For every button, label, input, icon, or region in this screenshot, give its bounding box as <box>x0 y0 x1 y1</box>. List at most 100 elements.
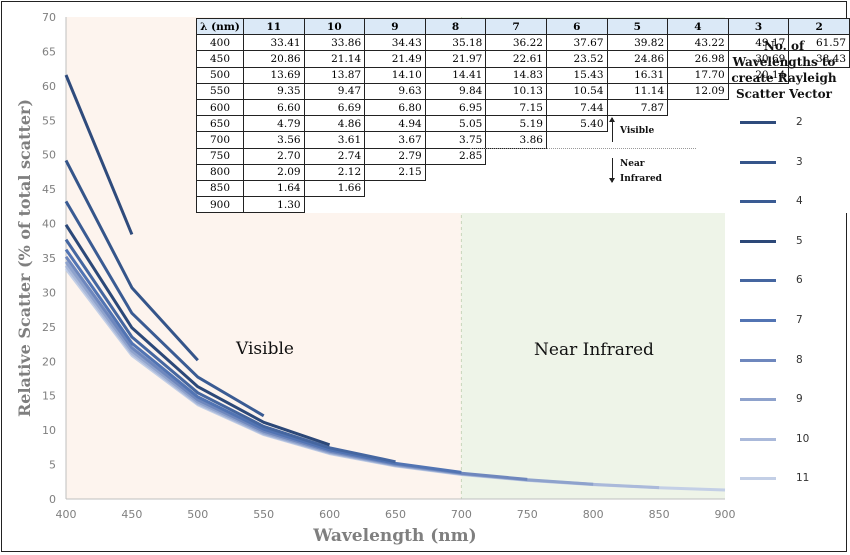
table-body: 400 33.41 33.86 34.43 35.18 36.22 37.67 39.82 43… <box>196 34 850 214</box>
table-cell-value: 1.30 <box>242 196 305 214</box>
table-cell-value: 9.47 <box>303 82 366 100</box>
table-cell-value: 10.13 <box>485 82 547 100</box>
legend-swatch <box>740 398 776 402</box>
table-cell-value: 10.54 <box>545 82 608 100</box>
table-cell-value: 3.67 <box>364 131 426 149</box>
table-cell-value: 5.40 <box>545 115 608 133</box>
legend-swatch <box>740 200 776 204</box>
table-cell-value: 21.14 <box>303 50 366 68</box>
table-cell-empty <box>546 180 607 196</box>
legend-swatch <box>740 358 776 362</box>
table-row: 550 9.35 9.47 9.63 9.84 10.13 10.54 11.14 12.09 <box>196 82 850 100</box>
series-line-6 <box>64 238 396 464</box>
legend-swatch <box>740 239 776 243</box>
table-header-count: 4 <box>667 17 729 36</box>
table-header-count: 7 <box>485 17 547 36</box>
table-cell-wavelength: 500 <box>196 66 244 84</box>
legend-item-10: 10 <box>740 433 830 447</box>
table-cell-value: 4.79 <box>242 115 305 133</box>
table-cell-value: 35.18 <box>424 34 487 52</box>
legend-swatch <box>740 477 776 481</box>
x-tick-label: 550 <box>253 508 274 521</box>
series-line-3 <box>64 159 199 362</box>
legend-item-3: 3 <box>740 156 830 170</box>
legend-item-7: 7 <box>740 314 830 328</box>
y-tick-label: 55 <box>42 114 56 127</box>
table-cell-value: 23.52 <box>545 50 608 68</box>
table-cell-empty <box>789 180 850 196</box>
arrow-up-icon <box>609 117 615 142</box>
table-cell-value: 36.22 <box>485 34 547 52</box>
table-cell-empty <box>546 197 607 213</box>
y-tick-label: 70 <box>42 11 56 24</box>
series-lines <box>64 74 726 492</box>
table-cell-empty <box>486 180 547 196</box>
y-tick-label: 0 <box>49 493 56 506</box>
y-tick-label: 60 <box>42 80 56 93</box>
visible-nir-divider <box>470 148 696 149</box>
legend-swatch <box>740 160 776 164</box>
table-cell-empty <box>546 148 607 164</box>
table-cell-value: 22.61 <box>485 50 547 68</box>
table-cell-empty <box>728 180 789 196</box>
x-tick-label: 800 <box>583 508 604 521</box>
table-cell-value: 9.84 <box>424 82 487 100</box>
table-cell-value: 12.09 <box>667 82 729 100</box>
table-cell-empty <box>668 197 729 213</box>
legend-item-11: 11 <box>740 472 830 486</box>
table-row: 900 1.30 <box>196 196 850 214</box>
table-cell-value: 2.12 <box>303 163 366 181</box>
x-tick-label: 600 <box>319 508 340 521</box>
legend-label: 6 <box>796 274 803 287</box>
legend-swatch <box>740 121 776 124</box>
table-cell-empty <box>607 197 668 213</box>
table-cell-wavelength: 650 <box>196 115 244 133</box>
table-cell-value: 2.15 <box>364 163 426 181</box>
legend-item-8: 8 <box>740 354 830 368</box>
series-line-4 <box>64 200 265 418</box>
table-cell-value: 5.19 <box>485 115 547 133</box>
legend-label: 4 <box>796 195 803 208</box>
table-cell-value: 17.70 <box>667 66 729 84</box>
table-cell-empty <box>304 197 365 213</box>
table-cell-value: 3.61 <box>303 131 366 149</box>
legend-label: 8 <box>796 353 803 366</box>
table-cell-value: 13.69 <box>242 66 305 84</box>
y-tick-label: 25 <box>42 321 56 334</box>
table-cell-value: 21.49 <box>364 50 426 68</box>
y-tick-label: 20 <box>42 355 56 368</box>
y-axis-title: Relative Scatter (% of total scatter) <box>15 99 34 417</box>
table-cell-value: 2.79 <box>364 147 426 165</box>
table-cell-wavelength: 700 <box>196 131 244 149</box>
table-cell-value: 61.57 <box>788 34 850 52</box>
table-cell-empty <box>668 99 729 115</box>
legend-label: 2 <box>796 116 803 128</box>
table-cell-wavelength: 450 <box>196 50 244 68</box>
y-tick-label: 65 <box>42 45 56 58</box>
table-cell-value: 7.15 <box>485 98 547 117</box>
legend-item-5: 5 <box>740 235 830 249</box>
table-header-wavelength: λ (nm) <box>196 17 244 36</box>
y-tick-label: 5 <box>49 459 56 472</box>
x-tick-label: 700 <box>451 508 472 521</box>
table-header-count: 6 <box>545 17 608 36</box>
legend-label: 3 <box>796 155 803 168</box>
y-tick-label: 35 <box>42 252 56 265</box>
table-cell-wavelength: 550 <box>196 82 244 100</box>
table-cell-value: 39.82 <box>606 34 669 52</box>
table-row: 750 2.70 2.74 2.79 2.85 <box>196 147 850 165</box>
y-tick-label: 15 <box>42 390 56 403</box>
legend-label: 9 <box>796 393 803 406</box>
table-cell-empty <box>668 132 729 148</box>
table-cell-empty <box>425 164 486 180</box>
table-header-count: 9 <box>364 17 426 36</box>
table-cell-value: 16.31 <box>606 66 669 84</box>
table-cell-wavelength: 600 <box>196 98 244 117</box>
table-cell-value: 37.67 <box>545 34 608 52</box>
table-cell-empty <box>425 197 486 213</box>
table-row: 850 1.64 1.66 <box>196 179 850 198</box>
legend-item-2: 2 <box>740 116 830 130</box>
table-cell-empty <box>668 116 729 132</box>
table-cell-value: 3.56 <box>242 131 305 149</box>
